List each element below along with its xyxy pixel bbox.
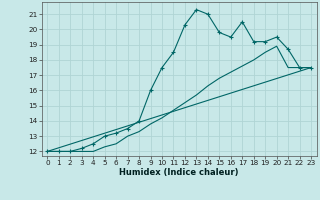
X-axis label: Humidex (Indice chaleur): Humidex (Indice chaleur) (119, 168, 239, 177)
